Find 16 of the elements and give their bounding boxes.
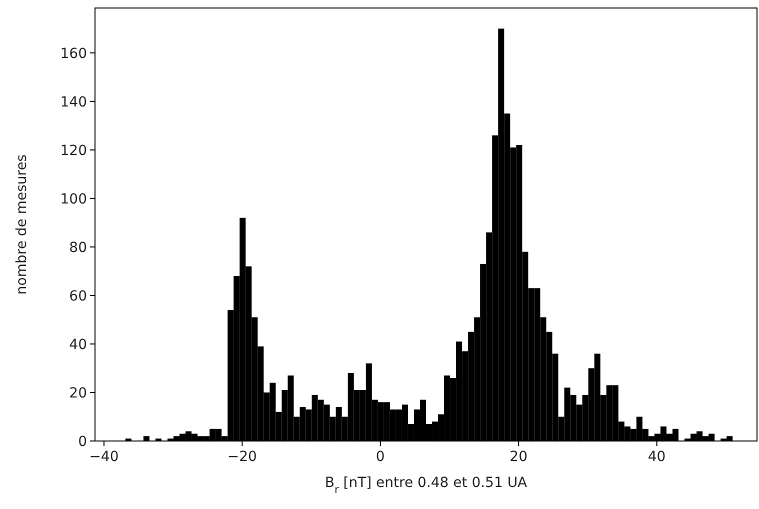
- x-tick-label: −40: [89, 449, 119, 465]
- x-tick-label: 20: [510, 449, 528, 465]
- x-axis-title: B$_{r}$ [nT] entre 0.48 et 0.51 UA: [324, 475, 528, 496]
- y-tick-label: 0: [78, 434, 87, 450]
- y-tick-label: 100: [60, 191, 87, 208]
- x-tick-label: 40: [648, 449, 666, 465]
- y-tick-label: 120: [60, 142, 87, 159]
- y-tick-label: 60: [69, 288, 87, 304]
- y-tick-label: 40: [69, 336, 87, 353]
- y-tick-label: 20: [69, 385, 87, 402]
- y-tick-label: 160: [60, 46, 87, 62]
- x-tick-label: 0: [376, 449, 385, 465]
- y-axis-title: nombre de mesures: [14, 154, 30, 295]
- y-tick-label: 80: [69, 240, 87, 256]
- y-tick-label: 140: [60, 94, 87, 110]
- x-tick-label: −20: [227, 449, 257, 465]
